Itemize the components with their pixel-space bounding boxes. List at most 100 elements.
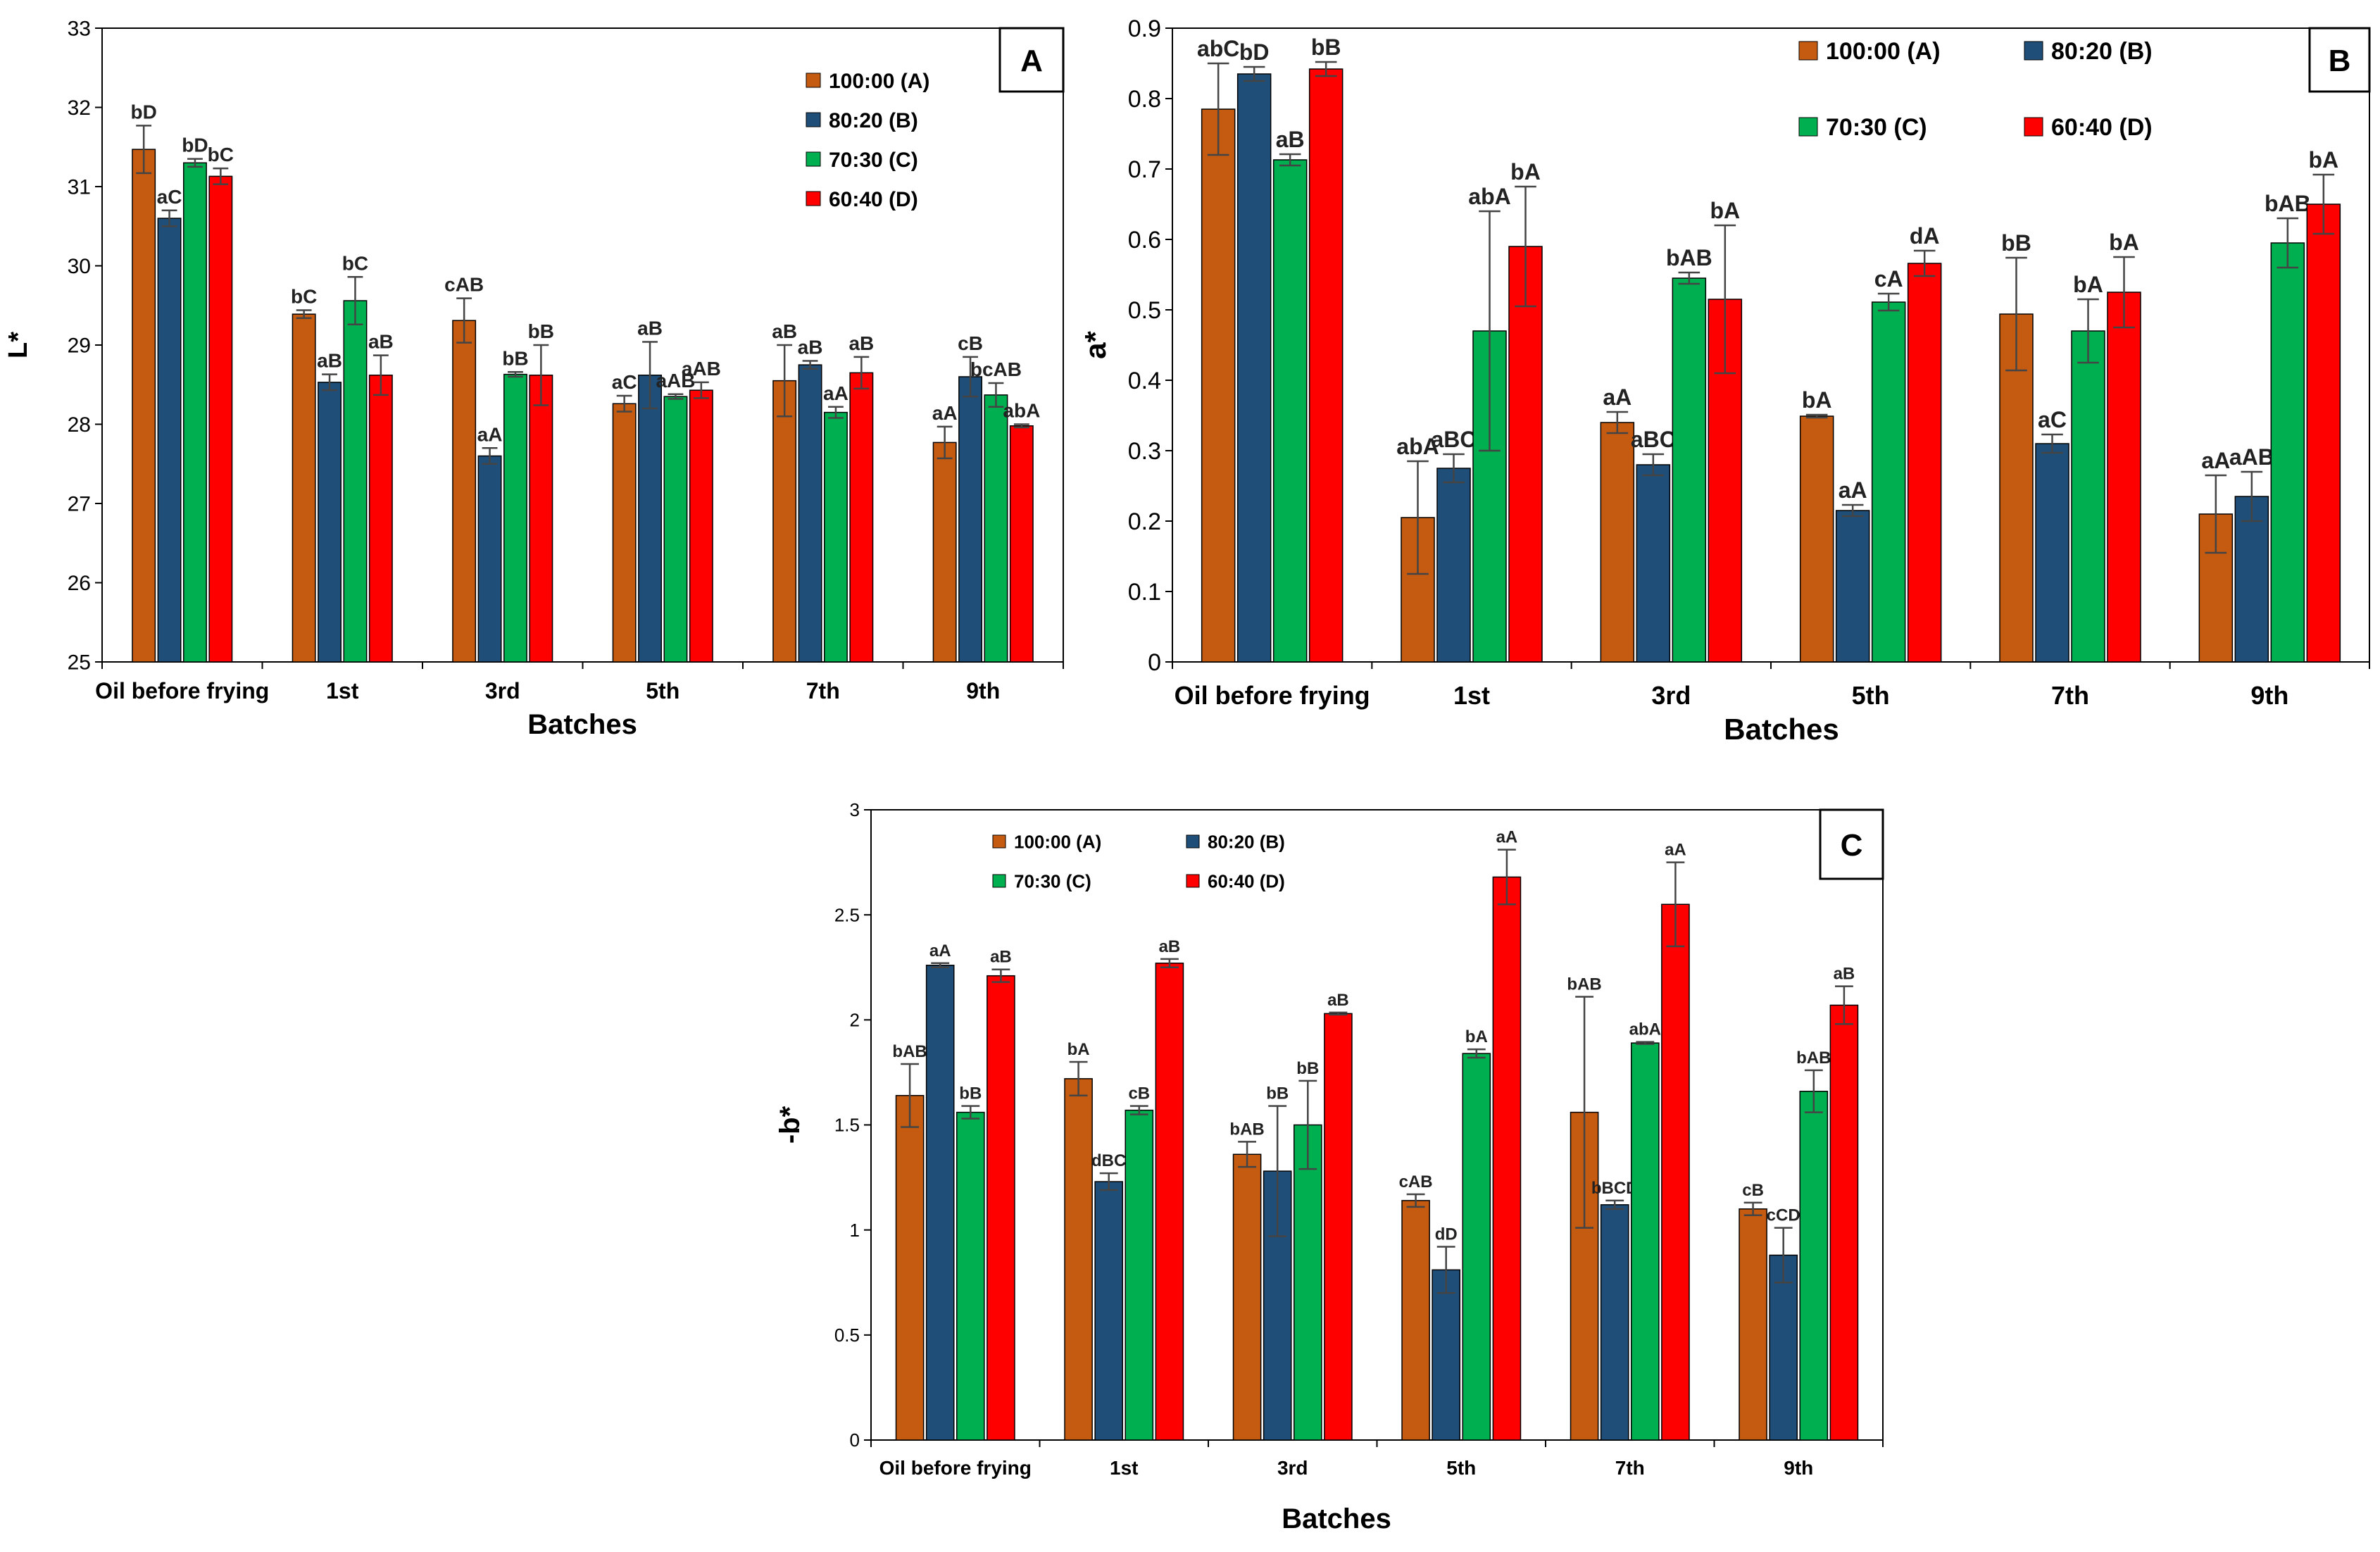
data-label: bA bbox=[1465, 1027, 1488, 1046]
x-tick-label: 7th bbox=[1615, 1457, 1645, 1479]
data-label: bC bbox=[208, 144, 234, 165]
panel-letter: B bbox=[2329, 44, 2351, 78]
y-tick-label: 33 bbox=[68, 18, 91, 41]
data-label: bAB bbox=[1567, 975, 1601, 994]
bar bbox=[849, 372, 874, 663]
x-tick-label: 3rd bbox=[1277, 1457, 1308, 1479]
data-label: abA bbox=[1468, 184, 1510, 209]
bar bbox=[1201, 108, 1236, 663]
data-label: bA bbox=[2309, 147, 2339, 173]
bar bbox=[1508, 246, 1543, 663]
data-label: dA bbox=[1910, 223, 1940, 249]
y-axis-title: L* bbox=[4, 332, 33, 358]
bar bbox=[925, 965, 955, 1441]
data-label: aAB bbox=[682, 358, 721, 380]
bar bbox=[987, 975, 1015, 1441]
bar bbox=[157, 218, 182, 663]
bar bbox=[1462, 1053, 1491, 1441]
panel-letter-box bbox=[1819, 808, 1884, 880]
y-tick-label: 3 bbox=[850, 799, 860, 820]
bar bbox=[638, 375, 662, 663]
data-label: abA bbox=[1396, 434, 1439, 459]
bar bbox=[132, 149, 156, 663]
legend-swatch bbox=[1186, 834, 1200, 849]
data-label: cAB bbox=[1399, 1172, 1433, 1191]
legend-swatch bbox=[806, 151, 821, 167]
bar bbox=[1272, 159, 1308, 663]
bar bbox=[2107, 292, 2141, 663]
y-tick-label: 0.2 bbox=[1128, 508, 1161, 535]
y-tick-label: 0.5 bbox=[1128, 297, 1161, 324]
y-tick-label: 27 bbox=[68, 493, 91, 516]
bar bbox=[1232, 1153, 1262, 1441]
y-tick-label: 0.8 bbox=[1128, 86, 1161, 113]
x-tick-label: 5th bbox=[1446, 1457, 1476, 1479]
bar bbox=[2306, 204, 2341, 663]
y-tick-label: 0 bbox=[850, 1429, 860, 1451]
data-label: bD bbox=[1239, 39, 1270, 65]
data-label: aB bbox=[990, 948, 1012, 967]
data-label: bA bbox=[1067, 1040, 1090, 1059]
y-tick-label: 26 bbox=[68, 572, 91, 595]
bar bbox=[368, 375, 393, 663]
data-label: bA bbox=[1802, 387, 1832, 413]
y-tick-label: 0.5 bbox=[834, 1325, 860, 1346]
y-tick-label: 30 bbox=[68, 255, 91, 278]
x-tick-label: 5th bbox=[1852, 681, 1890, 710]
data-label: bB bbox=[2001, 230, 2031, 256]
bar bbox=[1236, 73, 1272, 663]
y-tick-label: 0.7 bbox=[1128, 156, 1161, 183]
x-tick-label: 9th bbox=[1784, 1457, 1813, 1479]
bar bbox=[2071, 330, 2105, 663]
legend-label: 80:20 (B) bbox=[1208, 831, 1285, 852]
y-tick-label: 0 bbox=[1148, 649, 1161, 676]
data-label: bAB bbox=[2265, 191, 2311, 216]
bar bbox=[1907, 263, 1942, 663]
data-label: cB bbox=[958, 332, 983, 354]
bar bbox=[1600, 1204, 1629, 1441]
data-label: bcAB bbox=[970, 358, 1022, 380]
y-tick-label: 25 bbox=[68, 651, 91, 675]
bar bbox=[1672, 277, 1707, 663]
x-tick-label: Oil before frying bbox=[1175, 681, 1370, 710]
bar bbox=[183, 162, 207, 663]
data-label: aA bbox=[1839, 477, 1867, 503]
data-label: aBC bbox=[1631, 427, 1676, 452]
data-label: aB bbox=[1834, 965, 1855, 984]
panel-letter-box bbox=[998, 27, 1065, 93]
plot-area bbox=[1172, 27, 2370, 663]
legend-swatch bbox=[2024, 41, 2043, 61]
y-tick-label: 2 bbox=[850, 1009, 860, 1030]
legend-swatch bbox=[2024, 117, 2043, 137]
bar bbox=[1600, 422, 1635, 663]
data-label: bB bbox=[959, 1084, 982, 1103]
bar bbox=[663, 396, 688, 663]
legend-label: 80:20 (B) bbox=[2051, 38, 2153, 65]
bar bbox=[1661, 903, 1690, 1441]
x-tick-label: 5th bbox=[646, 678, 679, 703]
x-tick-label: 1st bbox=[1453, 681, 1490, 710]
data-label: bB bbox=[1266, 1084, 1289, 1103]
data-label: aAB bbox=[656, 370, 695, 392]
x-axis-title: Batches bbox=[1724, 713, 1839, 746]
data-label: aB bbox=[368, 331, 394, 353]
bar bbox=[1739, 1208, 1767, 1441]
plot-area bbox=[101, 27, 1064, 663]
data-label: aB bbox=[1327, 991, 1349, 1010]
bar bbox=[1432, 1269, 1461, 1441]
bar bbox=[477, 455, 502, 663]
x-axis-title: Batches bbox=[527, 709, 637, 740]
bar bbox=[1636, 464, 1671, 663]
data-label: aB bbox=[798, 337, 823, 358]
x-tick-label: 9th bbox=[966, 678, 1000, 703]
y-tick-label: 1.5 bbox=[834, 1115, 860, 1136]
y-tick-label: 32 bbox=[68, 96, 91, 120]
x-tick-label: Oil before frying bbox=[879, 1457, 1032, 1479]
data-label: cCD bbox=[1767, 1206, 1800, 1225]
legend-label: 70:30 (C) bbox=[1014, 870, 1091, 891]
x-tick-label: 1st bbox=[326, 678, 359, 703]
bar bbox=[798, 364, 822, 663]
data-label: dBC bbox=[1091, 1151, 1126, 1170]
data-label: bC bbox=[291, 286, 317, 308]
